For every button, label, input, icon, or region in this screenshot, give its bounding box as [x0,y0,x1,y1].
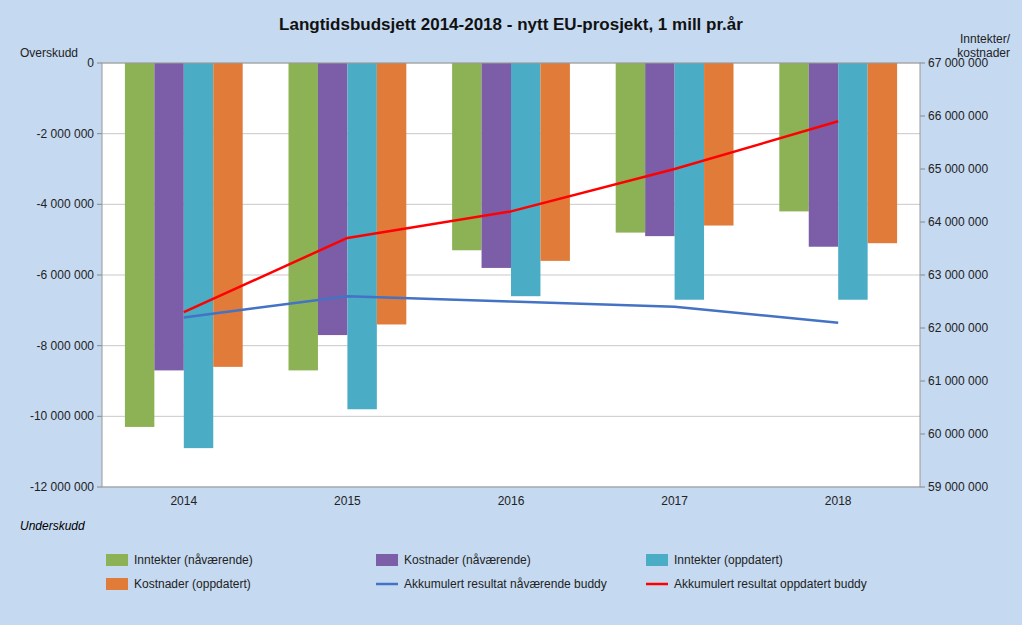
legend-swatch [106,554,128,566]
legend-swatch [376,583,398,586]
line [184,296,838,323]
y2-tick [920,487,925,488]
plot-frame [102,63,920,487]
background [0,0,1022,625]
grid-line [102,416,920,417]
y2-tick [920,434,925,435]
y-tick [97,345,102,346]
bar [289,63,318,370]
x-tick-label: 2016 [498,494,525,508]
legend: Inntekter (nåværende) Kostnader (nåværend… [106,553,867,591]
y-tick-label: -6 000 000 [37,268,95,282]
y2-tick-label: 61 000 000 [928,374,988,388]
y-tick [97,275,102,276]
bar [704,63,733,226]
bar [213,63,242,367]
bar [318,63,347,335]
x-tick-label: 2014 [170,494,197,508]
bar [184,63,213,448]
y2-label: Inntekter/kostnader [957,32,1010,60]
x-tick-label: 2015 [334,494,361,508]
y-tick-label: -2 000 000 [37,127,95,141]
bar [452,63,481,250]
y2-label-line: Inntekter/ [960,32,1011,46]
bar [675,63,704,300]
legend-label: Inntekter (nåværende) [134,553,253,567]
y2-tick-label: 65 000 000 [928,162,988,176]
y-tick-label: -12 000 000 [30,480,94,494]
bar [511,63,540,296]
title: Langtidsbudsjett 2014-2018 - nytt EU-pro… [279,15,743,34]
y2-tick [920,169,925,170]
y2-tick [920,328,925,329]
bar [540,63,569,261]
bar [125,63,154,427]
legend-label: Kostnader (oppdatert) [134,577,251,591]
y2-tick [920,381,925,382]
bar [838,63,867,300]
chart: -12 000 000 -10 000 000 -8 000 000 -6 000 0… [0,0,1022,625]
y-tick-label: -8 000 000 [37,339,95,353]
y-tick [97,133,102,134]
bar [377,63,406,324]
legend-label: Inntekter (oppdatert) [674,553,783,567]
legend-swatch [646,583,668,586]
marks [125,63,897,448]
bar [809,63,838,247]
y2-tick-label: 66 000 000 [928,109,988,123]
plot-background [102,63,920,487]
bar [645,63,674,236]
x-tick-label: 2018 [825,494,852,508]
y2-tick [920,63,925,64]
legend-swatch [646,554,668,566]
annotation: Underskudd [20,519,85,533]
legend-label: Akkumulert resultat oppdatert buddy [674,577,867,591]
y2-tick [920,116,925,117]
y-tick-label: -4 000 000 [37,197,95,211]
bar [154,63,183,370]
y-tick [97,416,102,417]
legend-label: Kostnader (nåværende) [404,553,531,567]
y2-tick-label: 63 000 000 [928,268,988,282]
y-tick [97,204,102,205]
grid [102,63,920,487]
y2-tick-label: 60 000 000 [928,427,988,441]
y-tick-label: 0 [87,56,94,70]
legend-label: Akkumulert resultat nåværende buddy [404,577,607,591]
y2-label-line: kostnader [957,46,1010,60]
y2-tick [920,222,925,223]
y2-tick [920,275,925,276]
y2-tick-label: 62 000 000 [928,321,988,335]
axes: -12 000 000 -10 000 000 -8 000 000 -6 000 0… [30,56,988,508]
x-tick-label: 2017 [661,494,688,508]
y2-tick-label: 59 000 000 [928,480,988,494]
y-tick-label: -10 000 000 [30,409,94,423]
legend-swatch [376,554,398,566]
y-tick [97,63,102,64]
y-label: Overskudd [20,46,78,60]
bar [482,63,511,268]
legend-swatch [106,578,128,590]
y2-tick-label: 64 000 000 [928,215,988,229]
bar [616,63,645,233]
line [184,121,838,312]
bar [868,63,897,243]
y-tick [97,487,102,488]
